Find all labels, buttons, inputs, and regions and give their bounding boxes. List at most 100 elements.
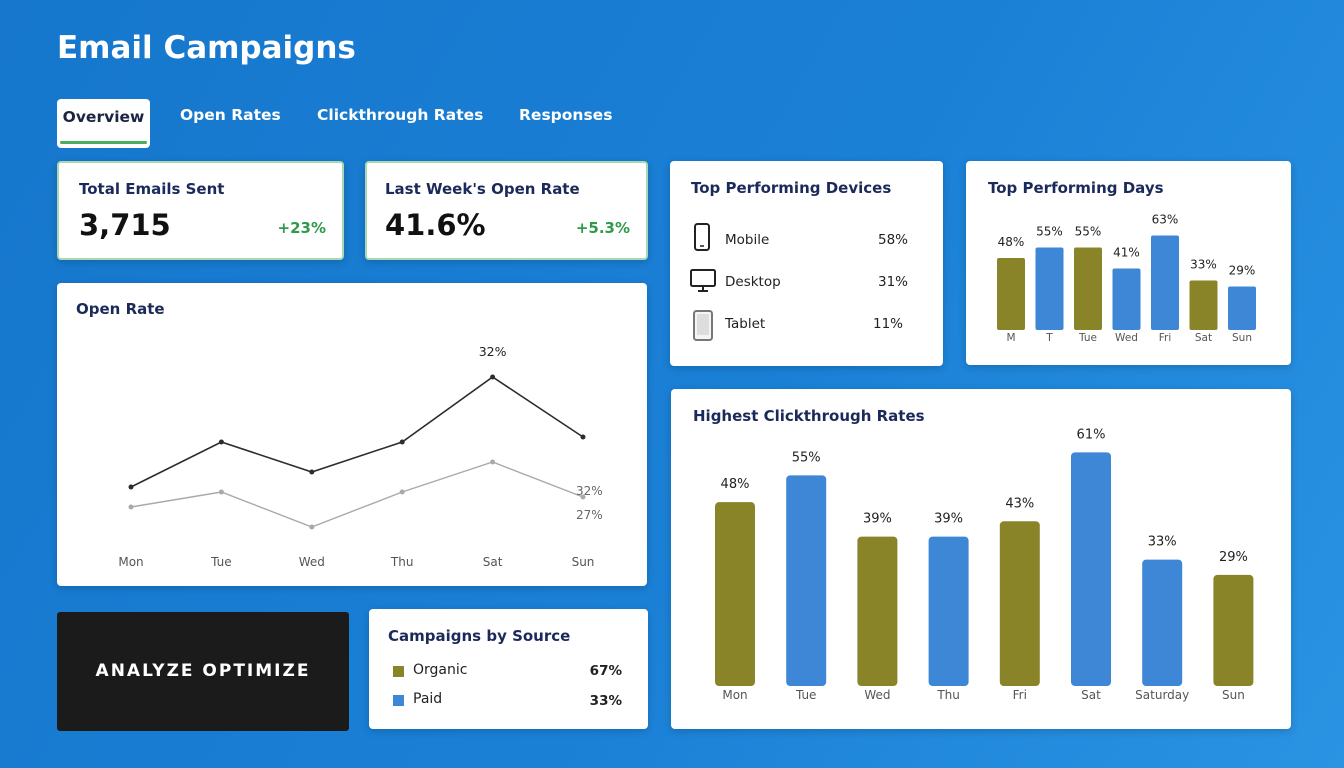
data-point bbox=[490, 374, 496, 380]
x-tick-label: Thu bbox=[390, 555, 414, 569]
card-title: Top Performing Days bbox=[988, 179, 1164, 197]
data-point bbox=[309, 524, 315, 530]
x-tick-label: Sat bbox=[483, 555, 503, 569]
data-point bbox=[580, 434, 586, 440]
x-tick-label: Saturday bbox=[1135, 688, 1189, 702]
x-tick-label: Wed bbox=[299, 555, 325, 569]
x-tick-label: Sat bbox=[1081, 688, 1101, 702]
value-label: 55% bbox=[1036, 225, 1063, 239]
bar bbox=[715, 502, 755, 686]
card-title: Open Rate bbox=[76, 300, 165, 318]
card-title: Top Performing Devices bbox=[691, 179, 892, 197]
stat-value: 41.6% bbox=[385, 208, 486, 242]
tab[interactable]: Responses bbox=[519, 106, 613, 124]
data-point bbox=[399, 489, 405, 495]
data-point bbox=[128, 484, 134, 490]
data-point bbox=[309, 469, 315, 475]
x-tick-label: Thu bbox=[936, 688, 960, 702]
series-line bbox=[130, 461, 584, 528]
tab[interactable]: Clickthrough Rates bbox=[317, 106, 484, 124]
stat-card: Total Emails Sent 3,715 +23% bbox=[57, 161, 344, 260]
data-point bbox=[128, 504, 134, 510]
bar bbox=[999, 521, 1040, 686]
value-label: 55% bbox=[1075, 225, 1102, 239]
bar bbox=[857, 536, 898, 686]
open-rate-chart: Mon Tue Wed Thu Sat Sun 32% 32% 27% bbox=[118, 344, 603, 569]
tab[interactable]: Open Rates bbox=[180, 106, 281, 124]
device-value: 31% bbox=[877, 274, 908, 290]
value-label: 48% bbox=[998, 235, 1025, 249]
value-label: 33% bbox=[1190, 258, 1217, 272]
bar bbox=[1074, 247, 1102, 330]
device-name: Mobile bbox=[725, 232, 770, 248]
card-title: Highest Clickthrough Rates bbox=[693, 407, 925, 425]
data-point bbox=[399, 439, 405, 445]
value-label: 39% bbox=[863, 512, 892, 527]
clickthrough-chart: 48% Mon 55% Tue 39% Wed 39% Thu 43% Fri 61% Sat 33% S… bbox=[715, 427, 1254, 702]
days-chart: 48% M 55% T 55% Tue 41% Wed 63% Fri 33% Sat 29% Sun bbox=[997, 213, 1256, 344]
tab[interactable]: Overview bbox=[57, 99, 150, 148]
x-tick-label: M bbox=[1006, 332, 1015, 344]
value-label: 41% bbox=[1113, 246, 1140, 260]
page-title: Email Campaigns bbox=[57, 30, 356, 66]
value-label: 61% bbox=[1077, 427, 1106, 442]
stat-label: Last Week's Open Rate bbox=[385, 180, 580, 198]
device-value: 11% bbox=[872, 316, 903, 332]
x-tick-label: Sun bbox=[1222, 688, 1245, 702]
stat-change: +5.3% bbox=[575, 219, 630, 237]
x-tick-label: Fri bbox=[1159, 332, 1172, 344]
value-label: 29% bbox=[1229, 264, 1256, 278]
x-tick-label: Sat bbox=[1195, 332, 1212, 344]
desktop-icon bbox=[690, 269, 716, 292]
value-label: 43% bbox=[1005, 496, 1034, 511]
bar bbox=[1151, 235, 1179, 330]
value-label: 29% bbox=[1219, 550, 1248, 565]
bar bbox=[1112, 268, 1141, 330]
bar bbox=[1228, 286, 1256, 330]
days-card: Top Performing Days 48% M 55% T 55% Tue 41% Wed… bbox=[966, 161, 1291, 365]
value-label: 48% bbox=[721, 477, 750, 492]
tablet-icon bbox=[693, 310, 713, 341]
value-label: 55% bbox=[792, 450, 821, 465]
devices-card: Top Performing Devices Mobile 58% Deskto… bbox=[670, 161, 943, 366]
stat-change: +23% bbox=[277, 219, 326, 237]
x-tick-label: Tue bbox=[210, 555, 232, 569]
value-label: 33% bbox=[1148, 535, 1177, 550]
data-point bbox=[218, 489, 224, 495]
series-line bbox=[130, 376, 584, 488]
x-tick-label: T bbox=[1045, 332, 1053, 344]
x-tick-label: Mon bbox=[722, 688, 747, 702]
stat-card: Last Week's Open Rate 41.6% +5.3% bbox=[365, 161, 648, 260]
x-tick-label: Sun bbox=[1232, 332, 1252, 344]
legend-swatch bbox=[393, 695, 404, 706]
bar bbox=[1189, 280, 1218, 330]
x-tick-label: Wed bbox=[864, 688, 890, 702]
device-name: Desktop bbox=[725, 274, 781, 290]
annotation: 32% bbox=[576, 484, 603, 498]
x-tick-label: Fri bbox=[1013, 688, 1027, 702]
device-name: Tablet bbox=[725, 316, 766, 332]
sources-card: Campaigns by Source Organic 67% Paid 33% bbox=[369, 609, 648, 729]
annotation: 27% bbox=[576, 508, 603, 522]
mobile-icon bbox=[694, 223, 710, 251]
data-point bbox=[218, 439, 224, 445]
x-tick-label: Sun bbox=[572, 555, 595, 569]
bar bbox=[1071, 452, 1111, 686]
bar bbox=[997, 258, 1025, 330]
x-tick-label: Tue bbox=[795, 688, 817, 702]
bar bbox=[1142, 559, 1183, 686]
source-name: Paid bbox=[413, 691, 443, 707]
stat-value: 3,715 bbox=[79, 208, 171, 242]
value-label: 63% bbox=[1152, 213, 1179, 227]
clickthrough-card: Highest Clickthrough Rates 48% Mon 55% Tue 3… bbox=[671, 389, 1291, 729]
legend-swatch bbox=[393, 666, 404, 677]
data-point bbox=[580, 494, 586, 500]
bar bbox=[928, 536, 969, 686]
banner: ANALYZE OPTIMIZE bbox=[57, 612, 349, 731]
source-value: 67% bbox=[589, 663, 622, 679]
bar bbox=[786, 475, 827, 686]
x-tick-label: Wed bbox=[1115, 332, 1138, 344]
bar bbox=[1035, 247, 1064, 330]
card-title: Campaigns by Source bbox=[388, 627, 571, 645]
